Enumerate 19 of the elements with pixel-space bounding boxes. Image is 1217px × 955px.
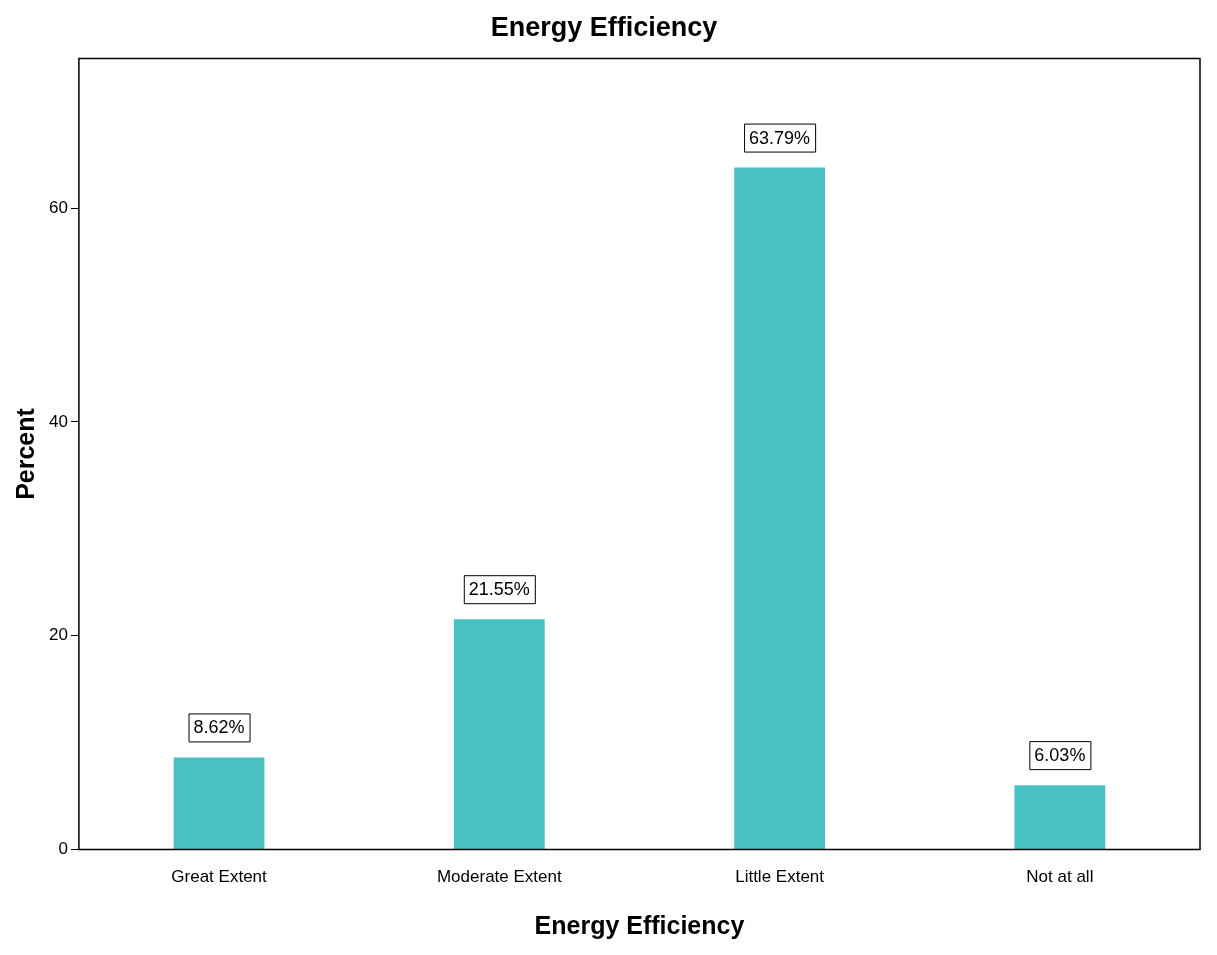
data-label: 8.62% (193, 717, 245, 738)
x-axis-title: Energy Efficiency (534, 910, 745, 939)
y-tick-label: 40 (48, 411, 68, 431)
data-label: 6.03% (1034, 745, 1086, 766)
bar (453, 619, 545, 850)
bar (1014, 785, 1106, 850)
bar (734, 167, 825, 850)
x-tick-label: Little Extent (735, 867, 825, 887)
data-label: 63.79% (749, 127, 811, 148)
x-tick-label: Great Extent (171, 867, 268, 887)
x-tick-label: Moderate Extent (436, 867, 562, 887)
bar (173, 757, 265, 850)
y-tick-label: 20 (48, 625, 68, 645)
y-axis-title: Percent (10, 407, 39, 500)
y-tick-label: 0 (58, 839, 68, 859)
x-tick-label: Not at all (1026, 867, 1094, 887)
chart-title: Energy Efficiency (490, 11, 718, 42)
data-label: 21.55% (468, 579, 530, 600)
y-tick-label: 60 (48, 197, 68, 217)
